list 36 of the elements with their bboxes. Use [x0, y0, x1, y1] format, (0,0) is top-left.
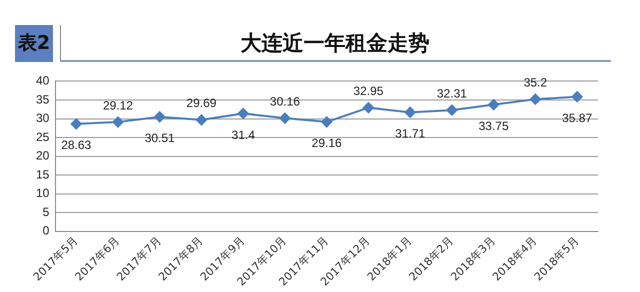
data-label: 35.87 — [562, 111, 592, 126]
y-tick-label: 25 — [36, 130, 50, 144]
data-label: 29.12 — [102, 98, 134, 112]
point — [238, 108, 249, 119]
data-label: 32.95 — [353, 84, 384, 98]
data-label: 29.69 — [186, 96, 217, 110]
data-label: 33.75 — [478, 118, 509, 133]
data-label: 30.16 — [270, 94, 300, 108]
data-label: 28.63 — [61, 138, 92, 152]
y-tick-label: 10 — [36, 186, 50, 200]
data-label: 29.16 — [312, 136, 342, 150]
point — [404, 106, 416, 118]
y-tick-label: 30 — [36, 111, 50, 126]
y-tick-label: 40 — [36, 74, 50, 88]
y-tick-label: 0 — [42, 224, 50, 238]
point — [488, 99, 500, 110]
text: 表2 — [15, 25, 53, 62]
y-tick-label: 5 — [42, 204, 50, 219]
point — [279, 112, 290, 124]
data-label: 32.31 — [436, 86, 468, 100]
y-tick-label: 15 — [36, 167, 50, 182]
data-label: 35.2 — [524, 76, 548, 90]
point — [572, 91, 583, 102]
point — [154, 111, 166, 122]
y-tick-label: 35 — [36, 92, 50, 106]
point — [446, 104, 458, 116]
data-label: 30.51 — [144, 131, 176, 146]
data-label: 31.4 — [232, 128, 256, 142]
point — [321, 116, 332, 128]
point — [362, 102, 374, 114]
y-tick-label: 20 — [36, 148, 50, 163]
point — [530, 94, 541, 105]
data-label: 31.71 — [395, 126, 426, 141]
point — [70, 118, 82, 130]
point — [196, 114, 207, 126]
point — [112, 116, 124, 128]
